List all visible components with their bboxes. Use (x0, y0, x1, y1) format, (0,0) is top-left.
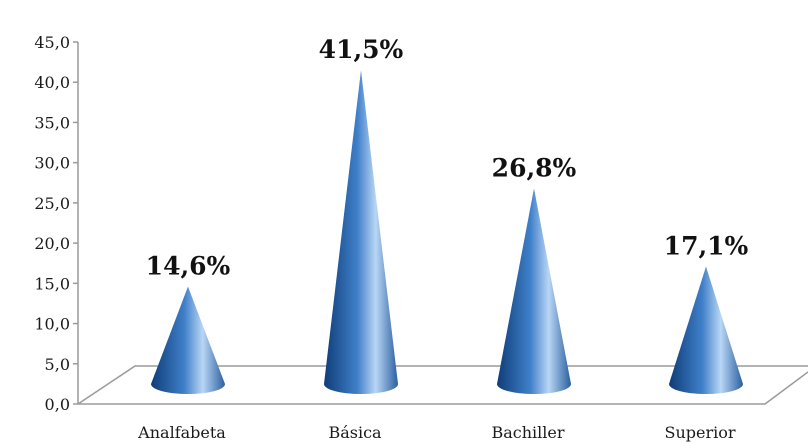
y-tick-label: 15,0 (34, 274, 70, 293)
cone-bar (151, 286, 225, 394)
category-label: Bachiller (491, 423, 564, 442)
y-tick-label: 20,0 (34, 234, 70, 253)
category-label: Analfabeta (137, 423, 226, 442)
cone-bar (324, 70, 398, 395)
data-label: 41,5% (319, 35, 404, 64)
y-tick-label: 0,0 (45, 395, 70, 414)
y-tick-label: 45,0 (34, 33, 70, 52)
cone-body (497, 188, 571, 394)
y-tick-label: 5,0 (45, 355, 70, 374)
data-label: 26,8% (492, 153, 577, 182)
cone-bar (497, 188, 571, 394)
cone-bar (669, 266, 743, 394)
y-tick-label: 40,0 (34, 73, 70, 92)
category-label: Básica (328, 423, 382, 442)
cone-body (151, 286, 225, 394)
category-label: Superior (664, 423, 735, 442)
y-tick-label: 10,0 (34, 315, 70, 334)
cone-body (669, 266, 743, 394)
chart-floor (77, 365, 808, 405)
data-label: 14,6% (146, 252, 231, 281)
y-tick-label: 35,0 (34, 113, 70, 132)
data-label: 17,1% (664, 231, 749, 260)
cone-body (324, 70, 398, 395)
y-tick-label: 30,0 (34, 154, 70, 173)
y-tick-label: 25,0 (34, 194, 70, 213)
